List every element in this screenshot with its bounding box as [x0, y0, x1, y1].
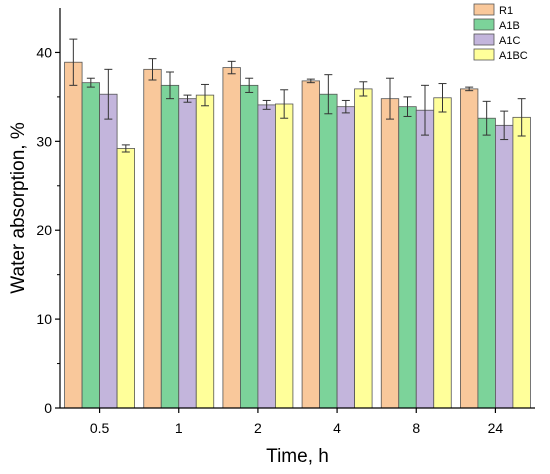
bar	[301, 80, 320, 409]
bar	[354, 88, 373, 409]
legend-label: A1B	[499, 20, 520, 32]
axes-layer	[59, 8, 535, 409]
y-tick-label: 10	[36, 311, 52, 327]
bar	[195, 94, 215, 409]
bar	[116, 148, 135, 409]
bar	[512, 116, 531, 409]
legend-swatch	[473, 3, 495, 16]
bar	[495, 124, 514, 409]
bar	[415, 109, 435, 409]
bars-layer	[64, 38, 531, 409]
y-axis-title: Water absorption, %	[8, 122, 29, 294]
legend: R1 A1B A1C A1BC	[473, 3, 528, 62]
bar	[336, 106, 355, 409]
bar	[275, 103, 294, 409]
bar	[398, 106, 417, 409]
y-tick-label: 30	[36, 133, 52, 149]
bar	[477, 117, 496, 409]
bar	[178, 98, 197, 409]
x-tick-label: 2	[254, 420, 262, 436]
bar	[257, 104, 276, 409]
bar	[81, 82, 100, 409]
legend-swatch	[473, 33, 495, 46]
y-tick-label: 20	[36, 222, 52, 238]
bar	[380, 98, 400, 409]
x-tick-label: 24	[488, 420, 504, 436]
bar	[99, 93, 118, 409]
y-ticks: 0 10 20 30 40	[36, 44, 60, 416]
bar	[433, 97, 452, 409]
bar	[240, 84, 259, 409]
bar	[160, 84, 180, 409]
bar	[319, 93, 338, 409]
legend-swatch	[473, 48, 495, 61]
x-tick-label: 8	[412, 420, 420, 436]
x-tick-label: 0.5	[90, 420, 110, 436]
legend-label: A1C	[499, 35, 520, 47]
x-tick-label: 1	[175, 420, 183, 436]
y-tick-label: 0	[44, 400, 52, 416]
legend-swatch	[473, 18, 495, 31]
x-ticks: 0.5 1 2 4 8 24	[90, 408, 504, 436]
x-tick-label: 4	[333, 420, 341, 436]
y-tick-label: 40	[36, 44, 52, 60]
bar	[460, 88, 479, 409]
bar	[64, 61, 83, 409]
bar	[143, 68, 162, 409]
legend-label: A1BC	[499, 50, 528, 62]
x-axis-title: Time, h	[266, 446, 329, 467]
legend-label: R1	[499, 5, 513, 17]
bar	[222, 67, 241, 409]
